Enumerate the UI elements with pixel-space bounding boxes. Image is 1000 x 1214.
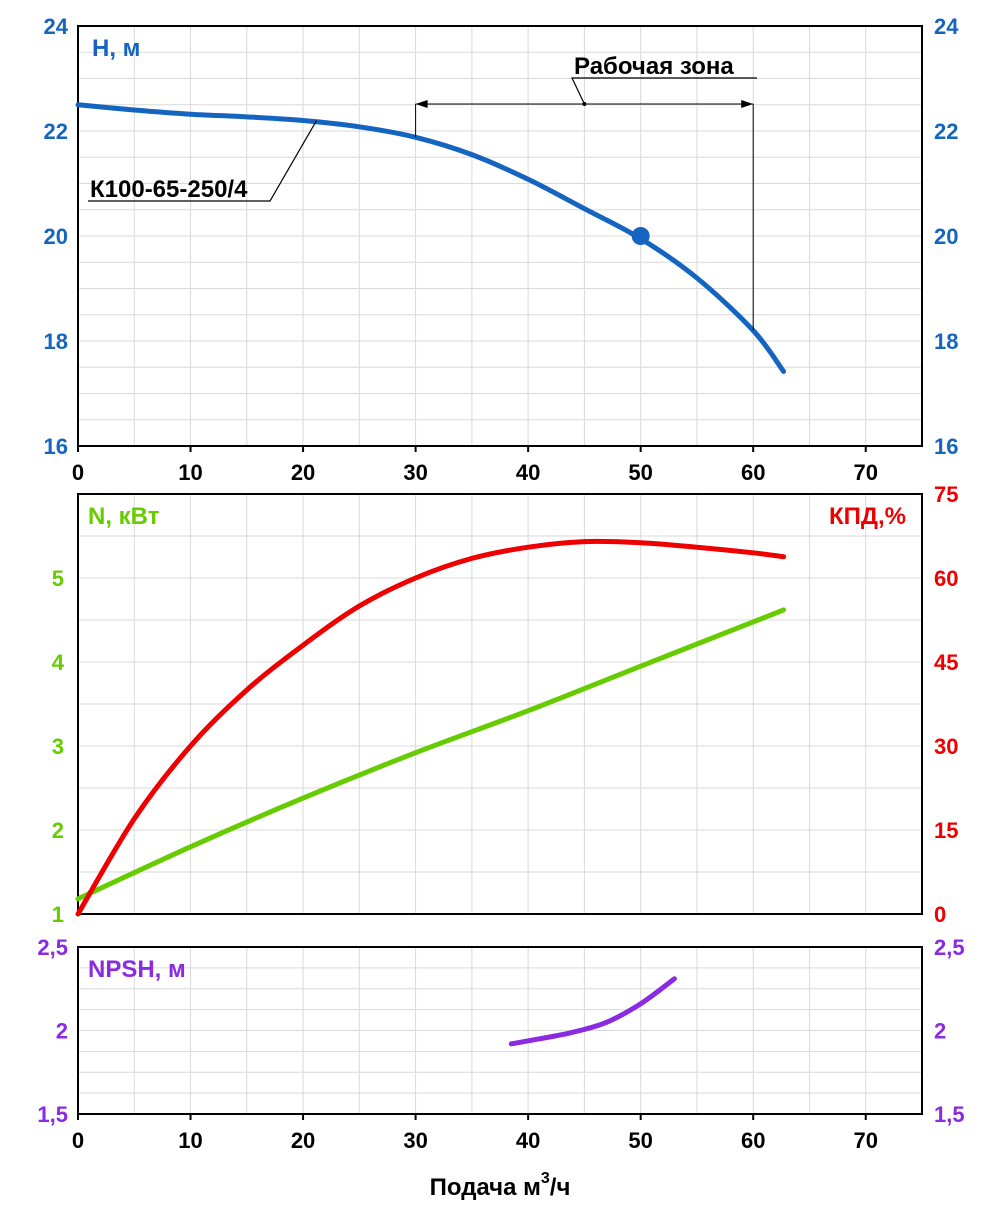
y-tick-label-left: 18 [44,329,68,354]
npsh-y-tick-label-right: 1,5 [934,1102,965,1127]
efficiency-y-tick-label: 75 [934,482,958,507]
x-tick-label: 0 [72,460,84,485]
x-tick-label: 60 [741,460,765,485]
npsh-axis-label: NPSH, м [88,956,186,983]
power-y-tick-label: 3 [52,734,64,759]
x-tick-label: 70 [853,460,877,485]
efficiency-y-tick-label: 30 [934,734,958,759]
x-tick-label: 70 [853,1128,877,1153]
head-curve [75,102,787,374]
y-tick-label-right: 20 [934,224,958,249]
efficiency-y-tick-label: 15 [934,818,958,843]
y-tick-label-left: 20 [44,224,68,249]
x-tick-label: 30 [403,460,427,485]
model-leader-line [88,120,318,202]
power-y-tick-label: 1 [52,902,64,927]
x-tick-label: 40 [516,460,540,485]
working-zone-label: Рабочая зона [574,53,734,80]
power-curve [75,607,787,902]
x-tick-label: 50 [628,1128,652,1153]
y-tick-label-right: 24 [934,14,959,39]
panel-3-grid [77,946,923,1115]
x-tick-label: 60 [741,1128,765,1153]
x-tick-label: 20 [291,460,315,485]
duty-point-marker [631,227,650,245]
x-tick-label: 50 [628,460,652,485]
npsh-y-tick-label-left: 1,5 [37,1102,68,1127]
efficiency-curve [75,538,787,917]
power-y-tick-label: 5 [52,566,64,591]
npsh-y-tick-label-left: 2,5 [37,935,68,960]
power-y-tick-label: 2 [52,818,64,843]
x-axis-title-superscript: 3 [541,1170,550,1187]
x-axis-title-unit: /ч [550,1174,571,1201]
y-tick-label-right: 16 [934,434,958,459]
npsh-y-tick-label-right: 2 [934,1019,946,1044]
x-tick-label: 10 [178,1128,202,1153]
y-tick-label-left: 16 [44,434,68,459]
panel-3-frame [77,946,923,1115]
x-tick-label: 10 [178,460,202,485]
y-tick-label-right: 18 [934,329,958,354]
y-tick-label-left: 22 [44,119,68,144]
y-tick-label-left: 24 [44,14,69,39]
power-axis-label: N, кВт [88,503,160,530]
panel-1-frame [77,25,923,447]
npsh-curve [508,976,677,1047]
y-tick-label-right: 22 [934,119,958,144]
x-tick-label: 20 [291,1128,315,1153]
panel-2-frame [77,493,923,915]
working-zone-leader-line [571,77,757,105]
panel-2-grid [77,493,923,915]
efficiency-y-tick-label: 60 [934,566,958,591]
working-zone-arrow-right [741,100,754,108]
efficiency-y-tick-label: 45 [934,650,958,675]
x-axis-title-main: Подача м [430,1174,541,1201]
x-tick-label: 40 [516,1128,540,1153]
head-axis-label: Н, м [92,35,140,62]
power-y-tick-label: 4 [52,650,65,675]
efficiency-axis-label: КПД,% [829,503,906,530]
npsh-y-tick-label-right: 2,5 [934,935,965,960]
model-label: К100-65-250/4 [90,176,248,203]
npsh-y-tick-label-left: 2 [56,1019,68,1044]
panel-1-grid [77,25,923,447]
x-tick-label: 0 [72,1128,84,1153]
x-tick-label: 30 [403,1128,427,1153]
working-zone-arrow-left [415,100,428,108]
efficiency-y-tick-label: 0 [934,902,946,927]
x-axis-title: Подача м3/ч [430,1170,571,1201]
